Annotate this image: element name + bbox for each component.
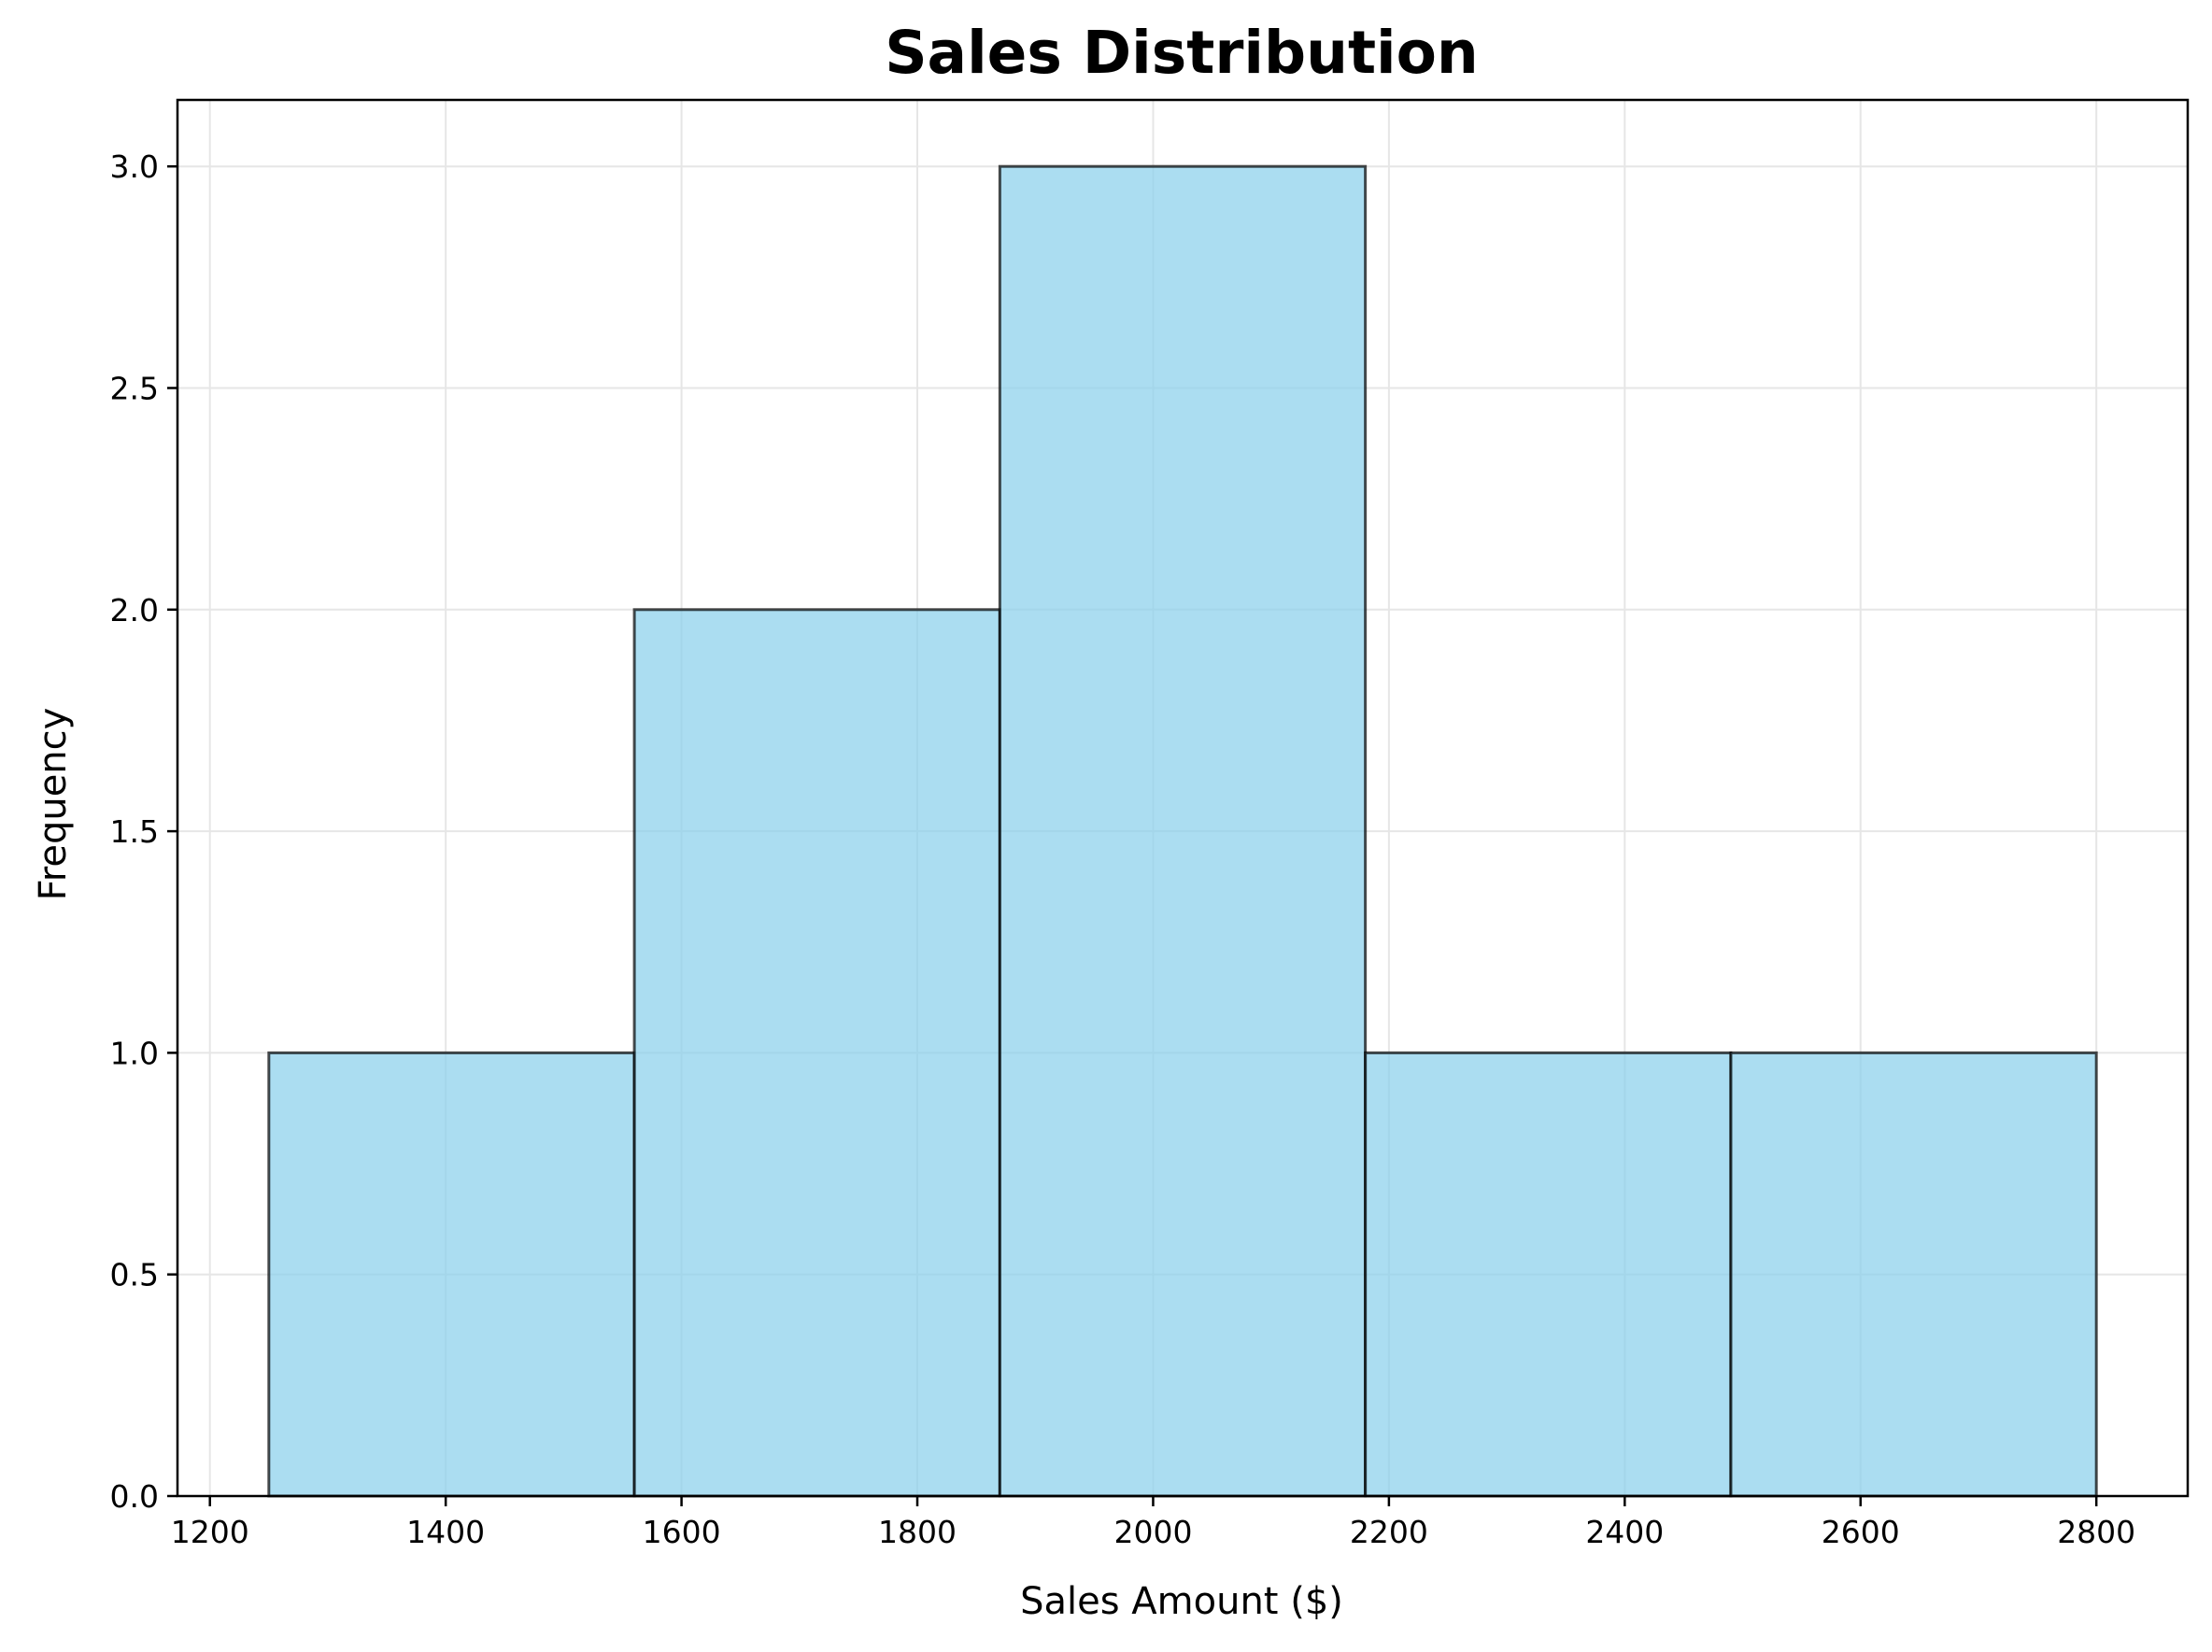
- axis-ticks: 1200 1400 1600 1800 2000 2200 2400 2600 2800 0.0 0…: [110, 148, 2136, 1550]
- y-tick-label-5: 2.5: [110, 370, 159, 406]
- histogram-bar-0: [267, 1051, 636, 1498]
- y-axis-label: Frequency: [32, 708, 75, 901]
- x-tick-label-4: 2000: [1113, 1514, 1192, 1550]
- histogram-bar-1: [632, 608, 1001, 1498]
- x-tick-label-3: 1800: [878, 1514, 957, 1550]
- y-tick-label-1: 0.5: [110, 1257, 159, 1293]
- histogram-bar-4: [1729, 1051, 2098, 1498]
- chart-title: Sales Distribution: [885, 19, 1479, 87]
- x-axis-label: Sales Amount ($): [1020, 1580, 1343, 1623]
- y-tick-label-2: 1.0: [110, 1035, 159, 1071]
- x-tick-label-7: 2600: [1822, 1514, 1900, 1550]
- y-tick-label-6: 3.0: [110, 148, 159, 185]
- x-tick-label-0: 1200: [171, 1514, 249, 1550]
- y-tick-label-3: 1.5: [110, 813, 159, 850]
- x-tick-label-8: 2800: [2057, 1514, 2135, 1550]
- y-tick-label-0: 0.0: [110, 1478, 159, 1515]
- histogram-bar-3: [1364, 1051, 1733, 1498]
- x-tick-label-2: 1600: [643, 1514, 721, 1550]
- histogram-bar-2: [998, 164, 1368, 1498]
- x-tick-label-6: 2400: [1585, 1514, 1664, 1550]
- y-tick-label-4: 2.0: [110, 592, 159, 628]
- x-tick-label-5: 2200: [1350, 1514, 1428, 1550]
- x-tick-label-1: 1400: [406, 1514, 485, 1550]
- plot-frame: [176, 98, 2190, 1498]
- histogram-bars: [267, 164, 2098, 1498]
